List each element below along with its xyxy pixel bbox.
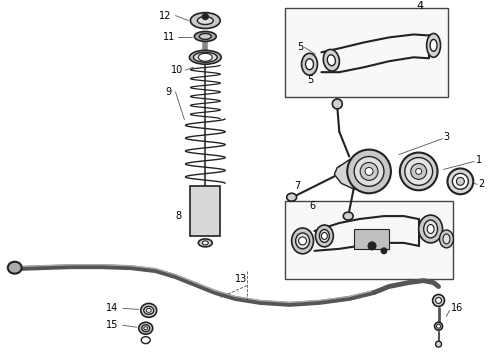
Text: 12: 12 (159, 10, 171, 21)
Ellipse shape (202, 241, 208, 245)
Text: 11: 11 (163, 32, 175, 42)
Ellipse shape (8, 262, 22, 274)
Ellipse shape (447, 168, 473, 194)
Ellipse shape (321, 233, 327, 239)
Ellipse shape (287, 193, 296, 201)
Ellipse shape (440, 230, 453, 248)
Text: 7: 7 (294, 181, 301, 191)
Ellipse shape (436, 341, 441, 347)
Ellipse shape (295, 233, 310, 249)
Circle shape (202, 14, 208, 19)
Ellipse shape (191, 13, 220, 28)
Text: 4: 4 (416, 1, 424, 11)
Ellipse shape (411, 163, 427, 179)
Ellipse shape (190, 50, 221, 64)
Ellipse shape (198, 53, 212, 61)
Ellipse shape (424, 220, 438, 238)
Ellipse shape (194, 52, 217, 62)
Ellipse shape (456, 177, 465, 185)
Text: 5: 5 (308, 75, 314, 85)
Ellipse shape (437, 324, 441, 328)
Bar (285, 8, 448, 97)
Ellipse shape (365, 167, 373, 175)
Ellipse shape (144, 306, 154, 314)
Ellipse shape (141, 303, 157, 317)
Ellipse shape (343, 212, 353, 220)
Polygon shape (334, 154, 377, 189)
Ellipse shape (327, 55, 335, 66)
Ellipse shape (430, 39, 437, 51)
Ellipse shape (400, 153, 438, 190)
Text: 6: 6 (310, 201, 316, 211)
Bar (354, 229, 389, 249)
Text: 2: 2 (478, 179, 485, 189)
Text: 8: 8 (175, 211, 182, 221)
Ellipse shape (144, 327, 147, 330)
Ellipse shape (301, 53, 318, 75)
Ellipse shape (347, 150, 391, 193)
Ellipse shape (316, 225, 333, 247)
Ellipse shape (435, 322, 442, 330)
Ellipse shape (452, 174, 468, 189)
Text: 10: 10 (171, 65, 183, 75)
Text: 15: 15 (106, 320, 119, 330)
Ellipse shape (427, 33, 441, 57)
Ellipse shape (146, 309, 151, 312)
Ellipse shape (405, 158, 433, 185)
Ellipse shape (319, 229, 329, 242)
Ellipse shape (418, 215, 442, 243)
Bar (191, 186, 220, 236)
Text: 13: 13 (235, 274, 247, 284)
Ellipse shape (443, 234, 450, 244)
Ellipse shape (360, 162, 378, 180)
Text: 5: 5 (297, 42, 304, 52)
Ellipse shape (354, 157, 384, 186)
Ellipse shape (139, 322, 153, 334)
Ellipse shape (433, 294, 444, 306)
Ellipse shape (142, 325, 150, 332)
Ellipse shape (197, 17, 213, 24)
Ellipse shape (323, 49, 340, 71)
Ellipse shape (332, 99, 343, 109)
Text: 16: 16 (450, 303, 463, 314)
Text: 9: 9 (166, 87, 171, 97)
Circle shape (381, 248, 387, 254)
Text: 1: 1 (476, 154, 482, 165)
Ellipse shape (416, 168, 422, 174)
Ellipse shape (199, 33, 211, 39)
Ellipse shape (198, 239, 212, 247)
Ellipse shape (298, 237, 307, 245)
Text: 14: 14 (106, 303, 118, 314)
Ellipse shape (427, 225, 434, 233)
Ellipse shape (436, 297, 441, 303)
Bar (285, 201, 453, 279)
Circle shape (368, 242, 376, 250)
Ellipse shape (195, 31, 216, 41)
Ellipse shape (306, 59, 314, 70)
Text: 3: 3 (443, 132, 450, 142)
Ellipse shape (292, 228, 314, 254)
